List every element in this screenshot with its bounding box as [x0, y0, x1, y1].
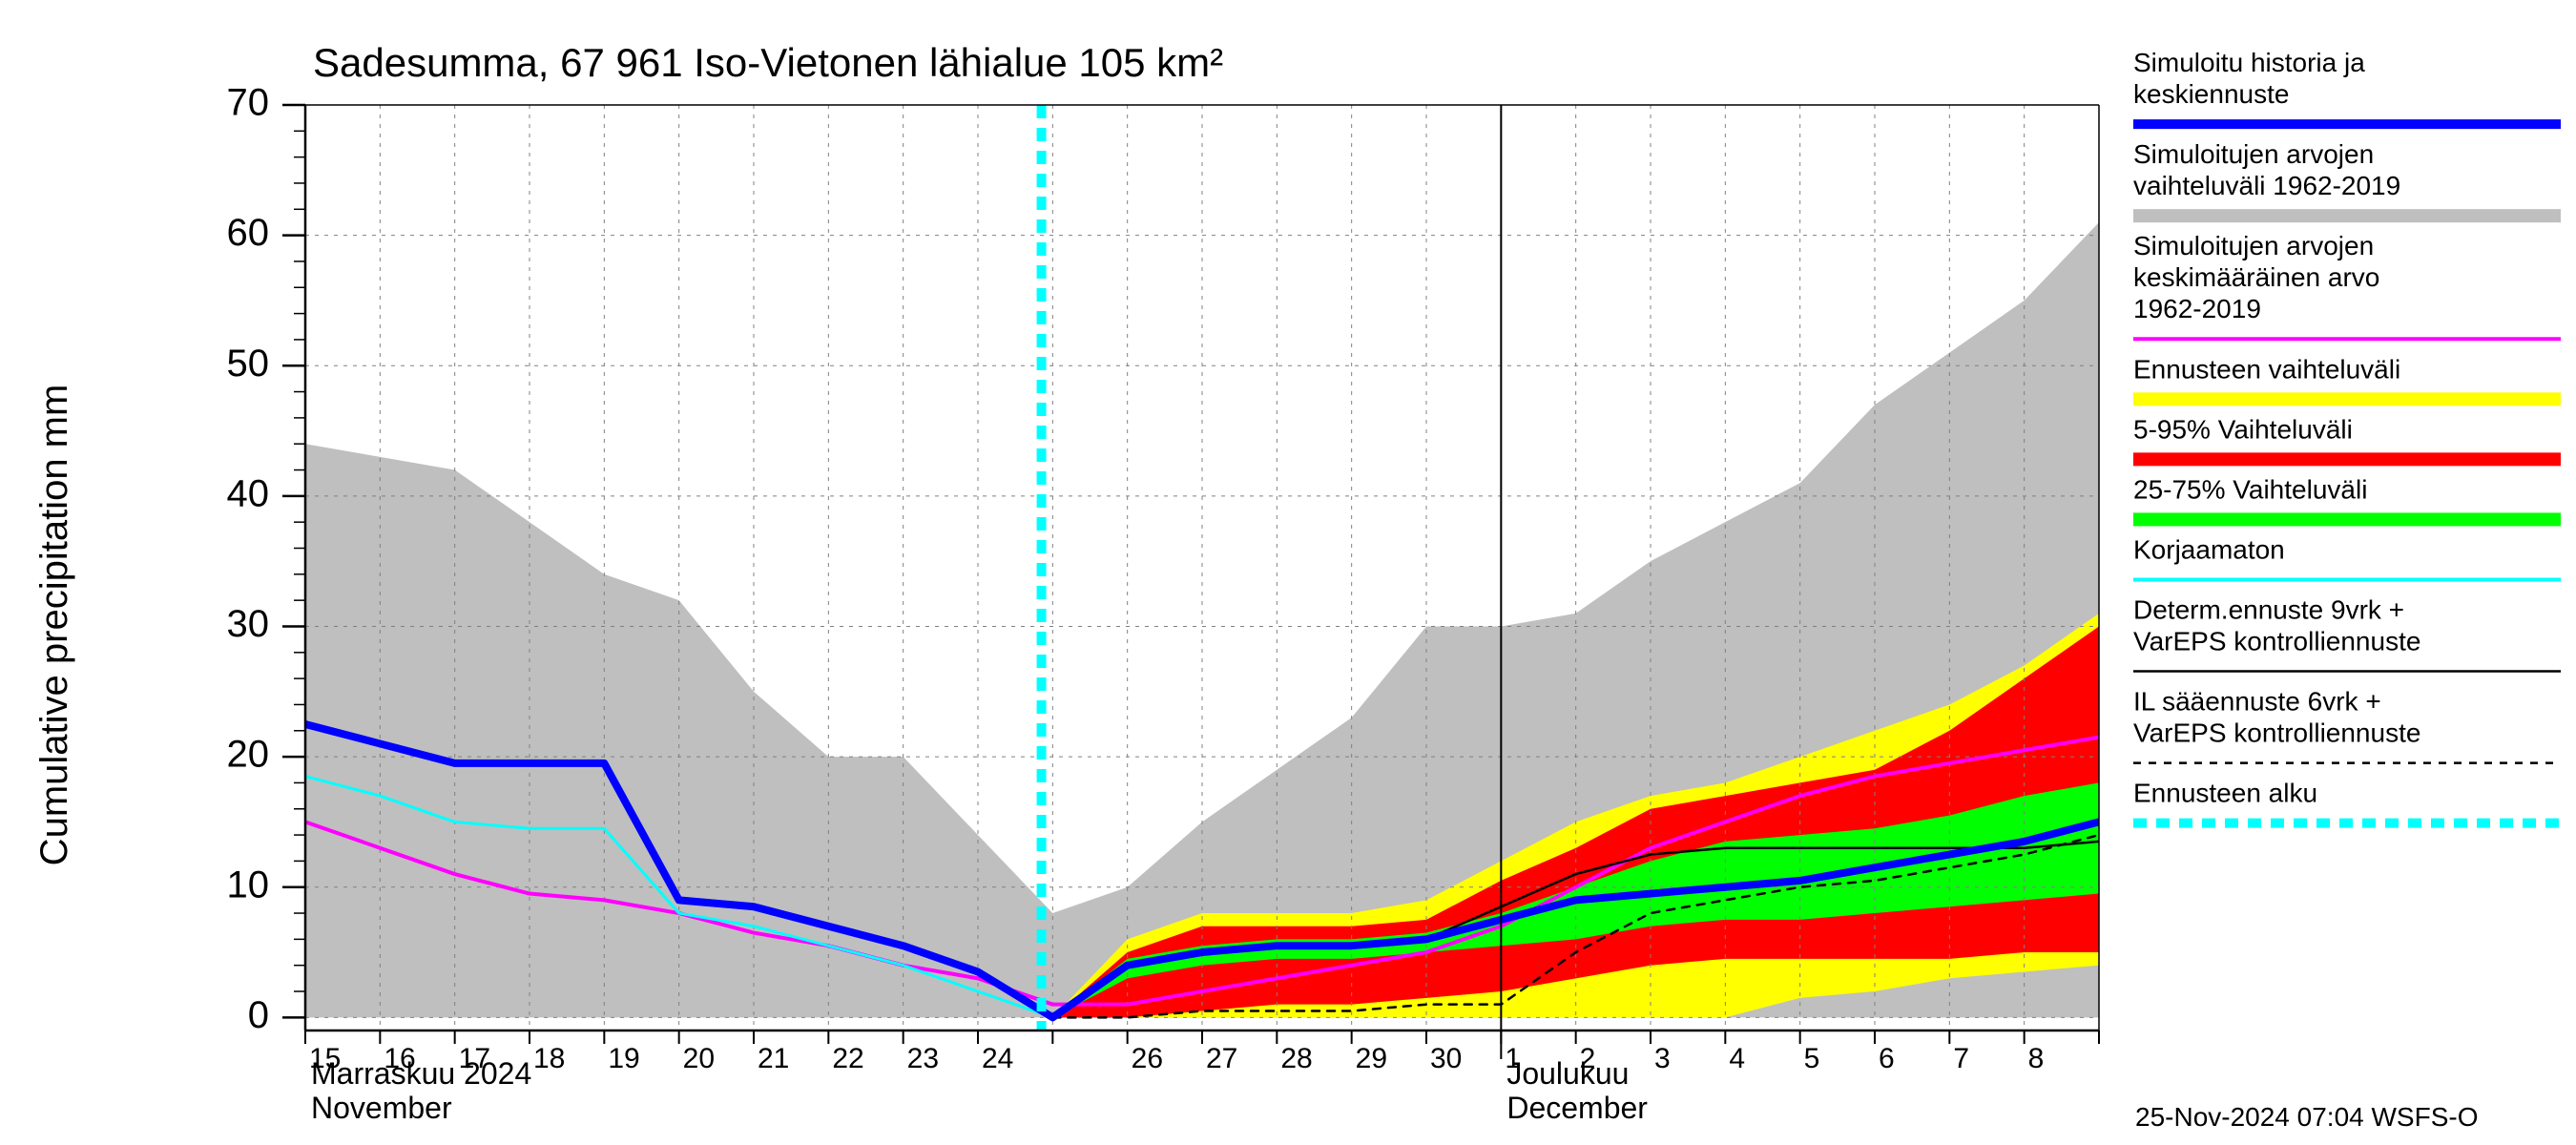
- x-tick-label: 19: [608, 1043, 639, 1074]
- chart-container: 0102030405060701516171819202122232426272…: [0, 0, 2576, 1145]
- legend-label: keskimääräinen arvo: [2133, 262, 2379, 292]
- legend-label: keskiennuste: [2133, 79, 2289, 109]
- legend-label: Determ.ennuste 9vrk +: [2133, 594, 2404, 624]
- x-tick-label: 4: [1729, 1043, 1745, 1074]
- x-tick-label: 29: [1356, 1043, 1387, 1074]
- legend-label: Simuloitujen arvojen: [2133, 231, 2374, 260]
- x-tick-label: 6: [1879, 1043, 1895, 1074]
- y-tick-label: 20: [227, 734, 270, 776]
- legend-label: Ennusteen vaihteluväli: [2133, 354, 2400, 384]
- x-tick-label: 7: [1953, 1043, 1969, 1074]
- legend-label: VarEPS kontrolliennuste: [2133, 718, 2420, 748]
- y-tick-label: 70: [227, 82, 270, 124]
- x-tick-label: 8: [2028, 1043, 2045, 1074]
- legend-label: 1962-2019: [2133, 294, 2261, 323]
- y-tick-label: 10: [227, 864, 270, 906]
- legend-label: Korjaamaton: [2133, 534, 2285, 564]
- x-tick-label: 22: [832, 1043, 863, 1074]
- x-tick-label: 30: [1430, 1043, 1462, 1074]
- legend-label: Simuloitu historia ja: [2133, 48, 2365, 77]
- legend-label: VarEPS kontrolliennuste: [2133, 626, 2420, 656]
- legend-label: Ennusteen alku: [2133, 779, 2317, 808]
- legend-swatch: [2133, 392, 2561, 406]
- legend-label: 25-75% Vaihteluväli: [2133, 474, 2367, 504]
- y-axis-label: Cumulative precipitation mm: [33, 385, 75, 866]
- x-month-label: Joulukuu: [1506, 1056, 1629, 1091]
- x-tick-label: 28: [1280, 1043, 1312, 1074]
- x-tick-label: 23: [907, 1043, 939, 1074]
- x-tick-label: 27: [1206, 1043, 1237, 1074]
- x-tick-label: 3: [1654, 1043, 1671, 1074]
- x-month-label: December: [1506, 1091, 1648, 1125]
- x-tick-label: 18: [533, 1043, 565, 1074]
- x-tick-label: 26: [1132, 1043, 1163, 1074]
- x-tick-label: 20: [683, 1043, 715, 1074]
- legend-label: vaihteluväli 1962-2019: [2133, 171, 2400, 200]
- y-tick-label: 50: [227, 343, 270, 385]
- x-month-label: Marraskuu 2024: [311, 1056, 531, 1091]
- legend-label: 5-95% Vaihteluväli: [2133, 414, 2353, 444]
- legend-swatch: [2133, 512, 2561, 526]
- chart-title: Sadesumma, 67 961 Iso-Vietonen lähialue …: [313, 40, 1223, 85]
- legend-swatch: [2133, 452, 2561, 466]
- legend-swatch: [2133, 209, 2561, 222]
- x-tick-label: 24: [982, 1043, 1013, 1074]
- y-tick-label: 0: [248, 994, 269, 1036]
- legend-label: IL sääennuste 6vrk +: [2133, 687, 2381, 717]
- x-tick-label: 5: [1804, 1043, 1820, 1074]
- x-month-label: November: [311, 1091, 452, 1125]
- chart-svg: 0102030405060701516171819202122232426272…: [0, 0, 2576, 1145]
- y-tick-label: 40: [227, 472, 270, 514]
- y-tick-label: 30: [227, 603, 270, 645]
- legend-label: Simuloitujen arvojen: [2133, 139, 2374, 169]
- x-tick-label: 21: [758, 1043, 789, 1074]
- y-tick-label: 60: [227, 212, 270, 254]
- footer-timestamp: 25-Nov-2024 07:04 WSFS-O: [2135, 1102, 2479, 1132]
